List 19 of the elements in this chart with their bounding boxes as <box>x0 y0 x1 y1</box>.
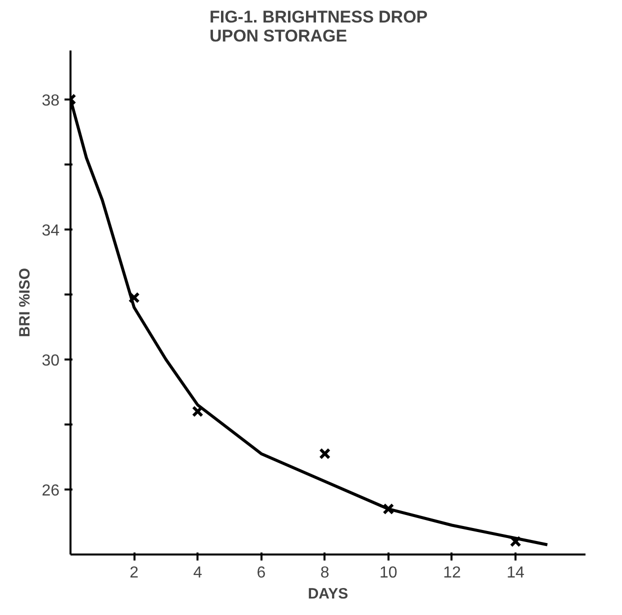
y-tick-label: 26 <box>42 482 60 500</box>
y-axis-title: BRI %ISO <box>16 268 34 338</box>
y-tick-label: 38 <box>42 92 60 110</box>
x-tick-label: 4 <box>193 564 202 582</box>
x-tick-label: 8 <box>320 564 330 582</box>
x-tick-label: 10 <box>380 564 398 582</box>
y-tick-label: 30 <box>42 352 60 370</box>
x-tick-label: 14 <box>506 564 525 582</box>
x-tick-label: 12 <box>443 564 461 582</box>
x-tick-label: 2 <box>130 564 139 582</box>
point <box>128 292 140 304</box>
point <box>319 448 331 460</box>
chart-title: FIG-1. BRIGHTNESS DROP UPON STORAGE <box>209 8 428 46</box>
y-tick-label: 34 <box>42 222 60 240</box>
point <box>192 406 204 418</box>
x-axis-title: DAYS <box>308 586 348 602</box>
point <box>510 536 522 548</box>
point <box>382 503 394 515</box>
x-tick-label: 6 <box>256 564 266 582</box>
